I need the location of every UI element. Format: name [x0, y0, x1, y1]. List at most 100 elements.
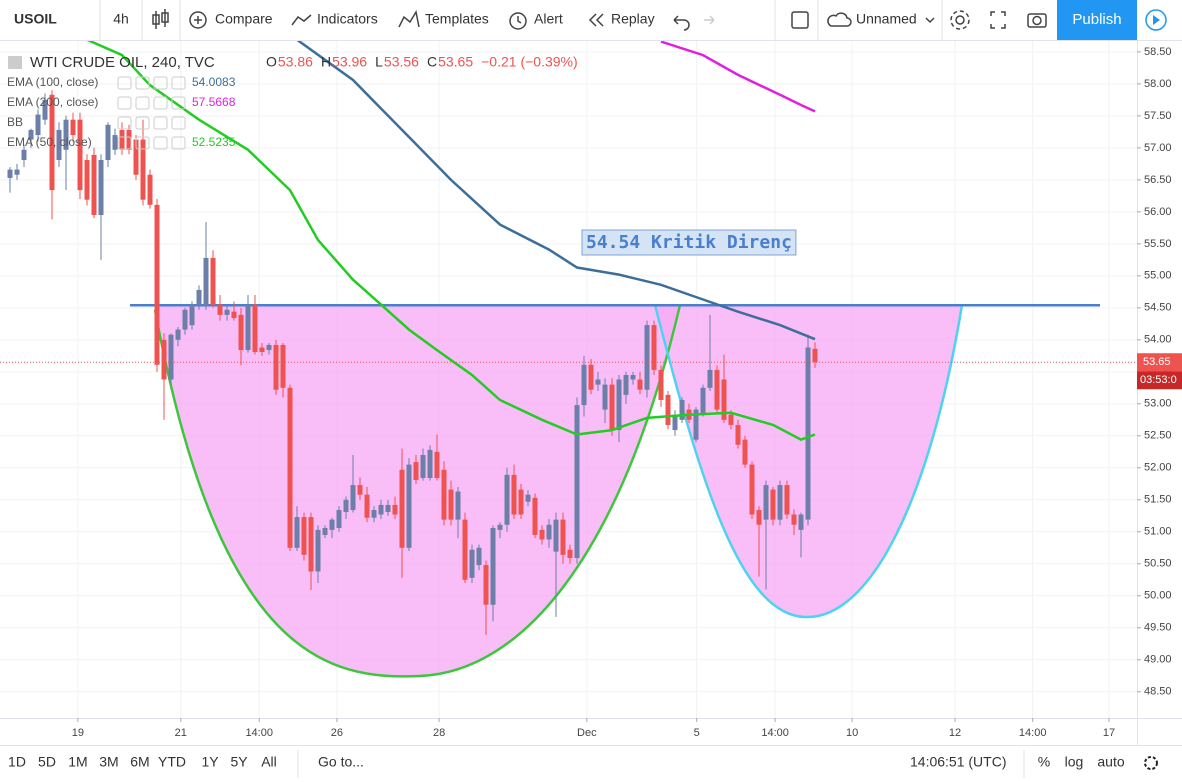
range-button[interactable]: 6M — [130, 754, 149, 770]
indicators-icon[interactable] — [291, 14, 312, 26]
candle-body — [210, 257, 216, 305]
templates-icon[interactable] — [398, 9, 420, 28]
candle-body — [280, 344, 286, 388]
alert-button[interactable]: Alert — [534, 11, 563, 27]
indicator-control[interactable] — [171, 136, 186, 150]
candle-body — [805, 347, 811, 520]
scale-option[interactable]: auto — [1097, 754, 1124, 770]
compare-icon[interactable] — [189, 11, 207, 29]
change: −0.21 (−0.39%) — [481, 54, 578, 70]
x-tick-label: 19 — [72, 727, 84, 739]
cup-fill — [155, 306, 680, 677]
settings-icon[interactable] — [950, 10, 970, 30]
candle-body — [133, 139, 139, 175]
indicator-control[interactable] — [153, 76, 168, 90]
indicator-control[interactable] — [171, 76, 186, 90]
checkbox[interactable] — [791, 11, 809, 29]
candle-body — [413, 462, 419, 480]
indicator-control[interactable] — [153, 116, 168, 130]
candle-body — [672, 414, 678, 431]
indicator-control[interactable] — [135, 76, 150, 90]
ohlc-value: 53.56 — [384, 54, 419, 70]
candle-body — [567, 549, 573, 559]
x-tick-label: 14:00 — [761, 727, 789, 739]
y-tick-label: 55.50 — [1144, 238, 1172, 250]
indicator-control[interactable] — [171, 96, 186, 110]
publish-button-bg[interactable] — [1057, 0, 1137, 40]
indicator-control[interactable] — [153, 96, 168, 110]
candle-body — [287, 387, 293, 548]
x-tick-label: 10 — [846, 727, 858, 739]
candle-body — [742, 439, 748, 465]
alert-icon[interactable] — [509, 12, 527, 30]
candle-body — [378, 504, 384, 515]
candle-body — [140, 139, 146, 200]
candle-body — [98, 160, 104, 216]
range-button[interactable]: 1M — [68, 754, 87, 770]
replay-button[interactable]: Replay — [611, 11, 655, 27]
replay-icon[interactable] — [588, 13, 604, 27]
countdown-label: 03:53:0 — [1140, 374, 1177, 386]
resistance-label-box — [581, 229, 797, 256]
candle-body — [28, 129, 34, 140]
candle-body — [798, 514, 804, 530]
range-button[interactable]: 5D — [38, 754, 56, 770]
templates-button[interactable]: Templates — [425, 11, 489, 27]
indicator-line — [296, 41, 816, 341]
candle-body — [294, 517, 300, 548]
y-tick-label: 57.50 — [1144, 110, 1172, 122]
range-button[interactable]: 1D — [8, 754, 26, 770]
cloud-icon[interactable] — [827, 12, 852, 27]
y-tick-label: 56.00 — [1144, 206, 1172, 218]
x-tick-label: 14:00 — [1019, 727, 1047, 739]
indicator-control[interactable] — [117, 96, 132, 110]
scale-option[interactable]: log — [1065, 754, 1084, 770]
range-button[interactable]: All — [261, 754, 277, 770]
indicator-control[interactable] — [153, 136, 168, 150]
range-button[interactable]: 5Y — [230, 754, 248, 770]
undo-icon[interactable] — [673, 15, 690, 31]
interval[interactable]: 4h — [113, 11, 129, 27]
chart-type-icon[interactable] — [152, 9, 169, 29]
drawings: 54.54 Kritik Direnç — [0, 41, 1137, 678]
candle-body — [385, 504, 391, 512]
candle-body — [84, 160, 90, 200]
indicator-control[interactable] — [117, 76, 132, 90]
indicator-control[interactable] — [135, 136, 150, 150]
redo-icon[interactable] — [704, 15, 715, 25]
x-tick-label: 28 — [433, 727, 445, 739]
replay-play-icon[interactable] — [1145, 9, 1167, 31]
candle-body — [161, 339, 167, 380]
countdown-box — [1137, 371, 1182, 390]
scale-option[interactable]: % — [1038, 754, 1050, 770]
compare-button[interactable]: Compare — [215, 11, 273, 27]
range-button[interactable]: YTD — [158, 754, 186, 770]
goto-button[interactable]: Go to... — [318, 754, 364, 770]
candle-body — [532, 497, 538, 535]
candle-body — [329, 519, 335, 530]
range-button[interactable]: 3M — [99, 754, 118, 770]
indicators-button[interactable]: Indicators — [317, 11, 378, 27]
settings-icon[interactable] — [1144, 756, 1158, 770]
y-tick-label: 51.00 — [1144, 526, 1172, 538]
indicator-control[interactable] — [171, 116, 186, 130]
candle-body — [749, 464, 755, 515]
indicator-control[interactable] — [117, 116, 132, 130]
candle-body — [336, 510, 342, 528]
indicator-control[interactable] — [117, 136, 132, 150]
snapshot-icon[interactable] — [1027, 13, 1047, 28]
range-button[interactable]: 1Y — [201, 754, 219, 770]
publish-button[interactable]: Publish — [1072, 11, 1121, 28]
candle-body — [371, 510, 377, 518]
indicator-control[interactable] — [135, 96, 150, 110]
indicator-control[interactable] — [135, 116, 150, 130]
fullscreen-icon[interactable] — [990, 11, 1006, 29]
resistance-label: 54.54 Kritik Direnç — [586, 232, 792, 253]
candle-body — [511, 474, 517, 515]
layout-name[interactable]: Unnamed — [856, 11, 917, 27]
x-tick-label: 17 — [1103, 727, 1115, 739]
dropdown-icon[interactable] — [925, 17, 935, 24]
symbol[interactable]: USOIL — [14, 11, 57, 27]
candle-body — [154, 204, 160, 365]
